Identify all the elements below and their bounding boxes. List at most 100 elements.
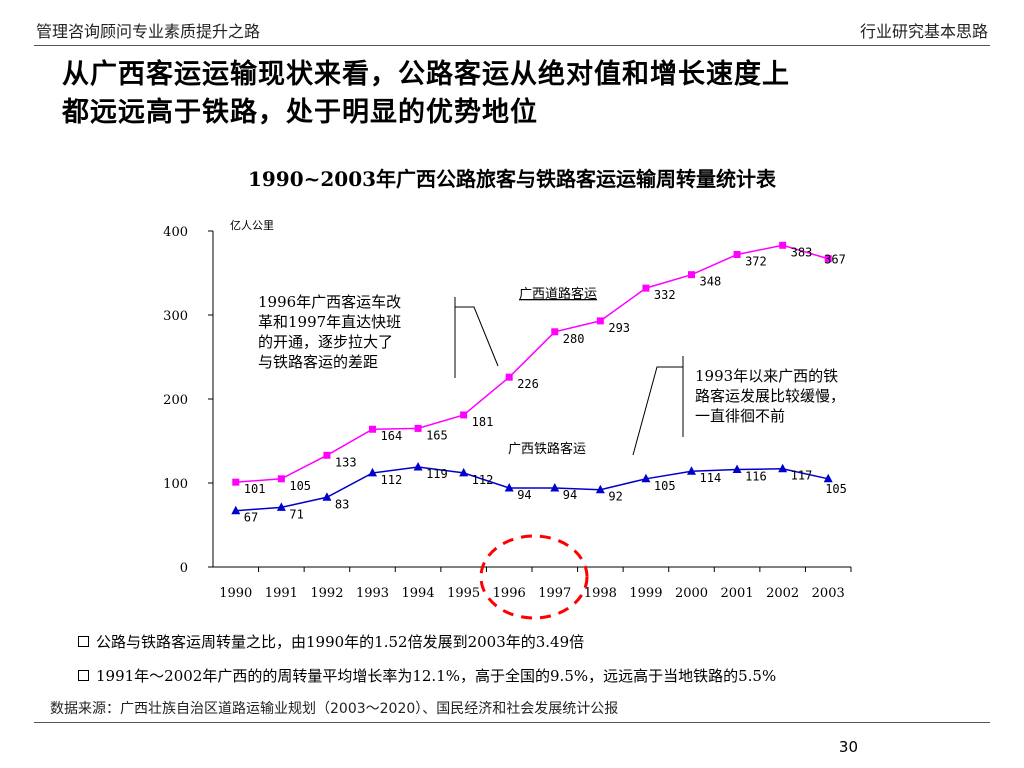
y-unit-label: 亿人公里 xyxy=(230,219,274,232)
road-data-point xyxy=(369,425,376,433)
rail-value-label: 105 xyxy=(654,479,676,493)
rail-value-label: 67 xyxy=(244,511,258,525)
x-tick-label: 2001 xyxy=(721,586,754,601)
x-tick-label: 1998 xyxy=(584,586,617,601)
header-left-text: 管理咨询顾问专业素质提升之路 xyxy=(36,22,261,41)
header-right-text: 行业研究基本思路 xyxy=(859,22,988,41)
rail-value-label: 117 xyxy=(791,469,813,483)
series-line-rail xyxy=(235,466,829,512)
rail-data-point xyxy=(459,467,469,477)
road-data-point xyxy=(232,478,240,486)
y-tick-label: 200 xyxy=(163,393,188,408)
x-tick-label: 1990 xyxy=(219,586,252,601)
annotation-leader-line xyxy=(632,366,683,456)
rail-data-point xyxy=(732,464,742,474)
rail-value-label: 83 xyxy=(335,497,349,511)
line-chart: 0 100 200 300 400 亿人公里 1990 1991 1992 1993 1994 199… xyxy=(163,219,852,620)
series-name-road: 广西道路客运 xyxy=(519,286,597,302)
x-tick-label: 1991 xyxy=(265,586,298,601)
rail-data-point xyxy=(595,484,605,494)
x-tick-label: 1994 xyxy=(402,586,435,601)
road-value-label: 293 xyxy=(608,321,630,335)
road-value-label: 372 xyxy=(745,255,767,269)
road-data-point xyxy=(596,317,604,325)
road-value-label: 332 xyxy=(654,288,676,302)
slide-title-line-1: 从广西客运运输现状来看，公路客运从绝对值和增长速度上 xyxy=(62,59,790,90)
road-data-point xyxy=(414,424,422,432)
x-tick-label: 1992 xyxy=(310,586,343,601)
rail-value-label: 94 xyxy=(563,488,577,502)
y-tick-label: 0 xyxy=(180,561,188,576)
bullet-text: 1991年～2002年广西的的周转量平均增长率为12.1%，高于全国的9.5%，… xyxy=(96,666,777,685)
bullet-item: 1991年～2002年广西的的周转量平均增长率为12.1%，高于全国的9.5%，… xyxy=(78,658,776,692)
road-data-point xyxy=(277,475,285,483)
rail-data-point xyxy=(641,473,651,483)
road-value-label: 181 xyxy=(472,415,494,429)
page-number: 30 xyxy=(838,738,858,756)
rail-data-point xyxy=(276,502,286,511)
rail-value-label: 112 xyxy=(381,473,403,487)
rail-data-point xyxy=(322,492,332,501)
rail-value-label: 71 xyxy=(289,507,303,521)
rail-value-label: 112 xyxy=(472,473,494,487)
series-name-rail: 广西铁路客运 xyxy=(508,441,586,457)
road-data-point xyxy=(642,284,650,292)
rail-data-point xyxy=(413,462,423,471)
road-data-point xyxy=(688,271,695,279)
road-data-point xyxy=(824,255,832,263)
rail-value-label: 92 xyxy=(608,490,622,504)
road-value-label: 348 xyxy=(700,275,722,289)
rail-data-point xyxy=(823,473,833,483)
annotation-rail-stagnant: 1993年以来广西的铁 路客运发展比较缓慢， 一直徘徊不前 xyxy=(695,366,845,426)
bullet-list: 公路与铁路客运周转量之比，由1990年的1.52倍发展到2003年的3.49倍 … xyxy=(78,624,776,692)
x-tick-label: 2003 xyxy=(812,586,845,601)
rail-value-label: 119 xyxy=(426,467,448,481)
slide-title-line-2: 都远远高于铁路，处于明显的优势地位 xyxy=(62,97,538,128)
rail-value-label: 116 xyxy=(745,470,767,484)
x-tick-label: 1995 xyxy=(447,586,480,601)
bullet-item: 公路与铁路客运周转量之比，由1990年的1.52倍发展到2003年的3.49倍 xyxy=(78,624,776,658)
rail-data-point xyxy=(778,463,788,473)
slide-title: 从广西客运运输现状来看，公路客运从绝对值和增长速度上 都远远高于铁路，处于明显的… xyxy=(62,56,982,132)
road-value-label: 164 xyxy=(381,429,403,443)
annotation-road-reform: 1996年广西客运车改 革和1997年直达快班 的开通，逐步拉大了 与铁路客运的… xyxy=(258,292,401,372)
rail-data-point xyxy=(231,505,241,515)
series-line-road xyxy=(235,244,829,483)
checkbox-bullet-icon xyxy=(78,635,89,647)
chart-title: 1990~2003年广西公路旅客与铁路客运运输周转量统计表 xyxy=(247,167,777,191)
road-value-label: 133 xyxy=(335,455,357,469)
rail-value-label: 114 xyxy=(700,471,722,485)
y-tick-label: 300 xyxy=(163,309,188,324)
header-rule xyxy=(34,45,990,46)
annotation-line: 1996年广西客运车改 xyxy=(258,293,402,311)
road-value-label: 165 xyxy=(426,428,448,442)
road-data-point xyxy=(779,241,787,249)
road-data-point xyxy=(551,328,559,336)
rail-data-point xyxy=(550,483,560,492)
road-value-label: 383 xyxy=(791,245,813,259)
x-tick-label: 1997 xyxy=(538,586,571,601)
annotation-line: 1993年以来广西的铁 xyxy=(695,367,839,385)
y-tick-label: 100 xyxy=(163,477,188,492)
x-tick-label: 1996 xyxy=(493,586,526,601)
annotation-line: 与铁路客运的差距 xyxy=(258,353,379,371)
bullet-text: 公路与铁路客运周转量之比，由1990年的1.52倍发展到2003年的3.49倍 xyxy=(96,632,585,651)
road-data-point xyxy=(505,373,513,381)
x-tick-label: 2000 xyxy=(675,586,708,601)
annotation-line: 路客运发展比较缓慢， xyxy=(695,387,846,405)
annotation-leader-line xyxy=(455,306,499,367)
highlight-circle xyxy=(479,534,589,620)
annotation-line: 的开通，逐步拉大了 xyxy=(258,333,394,351)
road-data-point xyxy=(323,451,331,459)
data-source-note: 数据来源：广西壮族自治区道路运输业规划（2003～2020）、国民经济和社会发展… xyxy=(50,701,619,717)
x-tick-label: 1999 xyxy=(629,586,662,601)
x-tick-label: 2002 xyxy=(766,586,799,601)
road-data-point xyxy=(733,251,741,259)
road-value-label: 367 xyxy=(824,253,846,267)
road-data-point xyxy=(460,411,468,419)
rail-data-point xyxy=(687,466,696,475)
rail-data-point xyxy=(368,467,377,477)
y-tick-label: 400 xyxy=(163,225,188,240)
footer-rule xyxy=(34,722,990,723)
rail-value-label: 94 xyxy=(517,488,531,502)
